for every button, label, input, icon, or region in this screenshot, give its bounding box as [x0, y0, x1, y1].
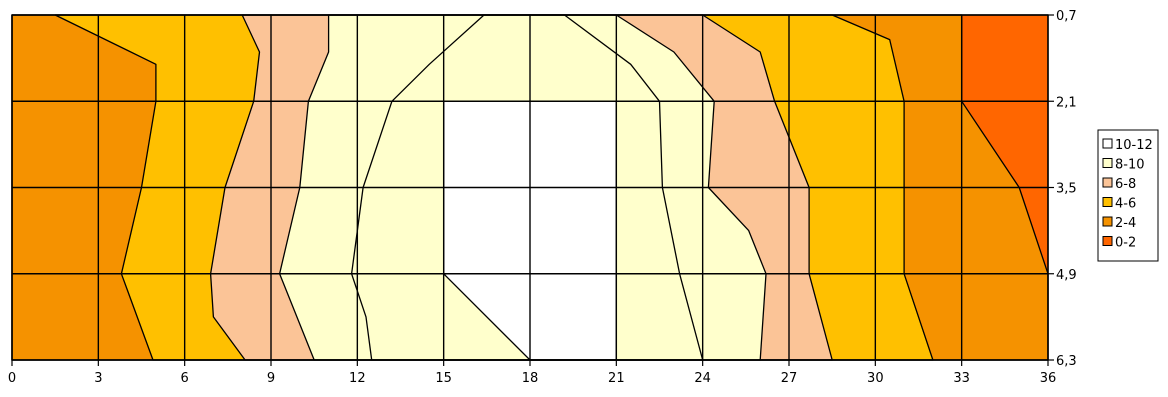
y-tick-label: 0,7	[1056, 9, 1077, 24]
legend: 10-12 8-10 6-8 4-6 2-4 0-2	[1097, 129, 1159, 262]
x-tick-label: 30	[867, 371, 884, 386]
legend-label: 2-4	[1115, 216, 1136, 231]
y-tick-label: 6,3	[1056, 354, 1077, 369]
x-tick-label: 0	[8, 371, 16, 386]
x-tick-label: 24	[694, 371, 711, 386]
x-tick-label: 21	[608, 371, 625, 386]
legend-swatch	[1102, 138, 1113, 149]
x-axis: 0 3 6 9 12 15 18 21 24 27 30 33 36	[8, 360, 1056, 386]
legend-swatch	[1102, 236, 1113, 246]
x-tick-label: 36	[1040, 371, 1057, 386]
x-tick-label: 27	[781, 371, 798, 386]
x-tick-label: 9	[267, 371, 275, 386]
x-tick-label: 15	[435, 371, 452, 386]
legend-label: 6-8	[1115, 177, 1136, 192]
x-tick-label: 18	[522, 371, 539, 386]
legend-swatch	[1102, 177, 1113, 188]
legend-label: 0-2	[1115, 236, 1136, 251]
y-tick-label: 3,5	[1056, 182, 1077, 197]
x-tick-label: 12	[349, 371, 366, 386]
legend-label: 8-10	[1115, 158, 1145, 173]
y-tick-label: 2,1	[1056, 95, 1077, 110]
x-tick-label: 6	[181, 371, 189, 386]
legend-swatch	[1102, 158, 1113, 168]
legend-swatch	[1102, 216, 1113, 227]
contour-line-8	[278, 14, 767, 361]
y-axis: 0,7 2,1 3,5 4,9 6,3	[1048, 9, 1077, 369]
y-tick-label: 4,9	[1056, 268, 1077, 283]
x-tick-label: 33	[953, 371, 970, 386]
legend-label: 10-12	[1115, 138, 1153, 153]
x-tick-label: 3	[94, 371, 102, 386]
legend-label: 4-6	[1115, 197, 1136, 212]
legend-swatch	[1102, 197, 1113, 207]
